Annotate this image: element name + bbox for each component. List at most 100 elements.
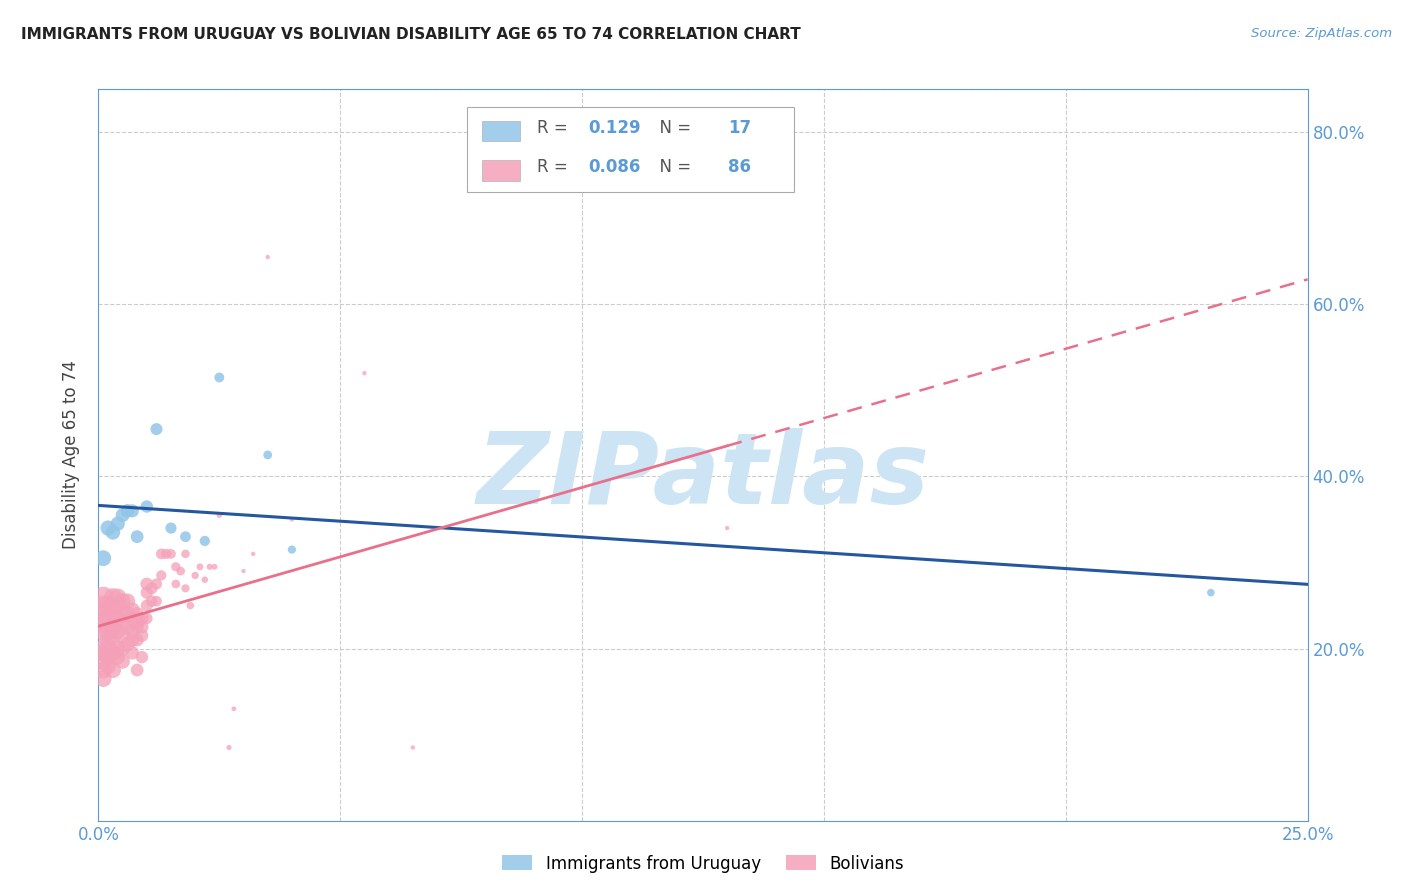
Point — [198, 559, 221, 574]
Text: R =: R = — [537, 159, 574, 177]
Point — [165, 577, 187, 591]
Point — [194, 573, 217, 587]
Point — [281, 542, 304, 557]
Point — [91, 672, 114, 686]
Point — [127, 620, 149, 634]
Text: IMMIGRANTS FROM URUGUAY VS BOLIVIAN DISABILITY AGE 65 TO 74 CORRELATION CHART: IMMIGRANTS FROM URUGUAY VS BOLIVIAN DISA… — [21, 27, 801, 42]
Point — [117, 504, 139, 518]
Point — [101, 525, 124, 540]
Point — [165, 559, 187, 574]
Point — [145, 594, 167, 608]
Point — [121, 632, 143, 647]
Point — [242, 547, 264, 561]
Point — [232, 564, 254, 578]
Point — [127, 607, 149, 621]
FancyBboxPatch shape — [467, 108, 793, 192]
Point — [117, 637, 139, 651]
Point — [111, 594, 134, 608]
Point — [179, 599, 201, 613]
Point — [111, 508, 134, 523]
Point — [135, 611, 157, 625]
Point — [97, 521, 120, 535]
Point — [218, 740, 240, 755]
Point — [97, 650, 120, 665]
Point — [127, 663, 149, 677]
Point — [107, 641, 129, 656]
Y-axis label: Disability Age 65 to 74: Disability Age 65 to 74 — [62, 360, 80, 549]
Point — [111, 655, 134, 669]
Point — [91, 607, 114, 621]
Point — [353, 366, 375, 380]
Point — [169, 564, 191, 578]
Point — [131, 650, 153, 665]
Text: 0.129: 0.129 — [588, 119, 641, 137]
Point — [91, 646, 114, 660]
FancyBboxPatch shape — [482, 120, 520, 141]
Point — [208, 508, 231, 523]
Point — [111, 607, 134, 621]
Point — [1199, 585, 1222, 599]
Point — [121, 646, 143, 660]
Point — [107, 590, 129, 604]
Point — [121, 504, 143, 518]
Point — [97, 658, 120, 673]
Point — [174, 582, 197, 596]
Point — [150, 547, 173, 561]
Point — [97, 632, 120, 647]
FancyBboxPatch shape — [482, 161, 520, 180]
Point — [121, 603, 143, 617]
Point — [101, 603, 124, 617]
Point — [184, 568, 207, 582]
Text: 17: 17 — [728, 119, 752, 137]
Point — [107, 611, 129, 625]
Point — [107, 516, 129, 531]
Point — [91, 615, 114, 630]
Point — [135, 500, 157, 514]
Point — [716, 521, 738, 535]
Text: N =: N = — [648, 119, 696, 137]
Text: 86: 86 — [728, 159, 751, 177]
Point — [117, 607, 139, 621]
Point — [91, 655, 114, 669]
Point — [121, 624, 143, 639]
Point — [155, 547, 177, 561]
Point — [145, 577, 167, 591]
Point — [160, 547, 183, 561]
Text: 0.086: 0.086 — [588, 159, 641, 177]
Point — [256, 448, 278, 462]
Point — [107, 599, 129, 613]
Point — [127, 530, 149, 544]
Point — [174, 530, 197, 544]
Point — [402, 740, 425, 755]
Point — [107, 650, 129, 665]
Point — [97, 641, 120, 656]
Point — [256, 250, 278, 264]
Point — [111, 641, 134, 656]
Point — [208, 370, 231, 384]
Text: R =: R = — [537, 119, 574, 137]
Point — [101, 620, 124, 634]
Point — [117, 620, 139, 634]
Point — [188, 559, 211, 574]
Point — [127, 632, 149, 647]
Point — [97, 611, 120, 625]
Point — [160, 521, 183, 535]
Point — [111, 615, 134, 630]
Point — [111, 629, 134, 643]
Point — [145, 422, 167, 436]
Point — [91, 590, 114, 604]
Point — [127, 615, 149, 630]
Point — [141, 582, 163, 596]
Point — [131, 620, 153, 634]
Point — [107, 624, 129, 639]
Point — [101, 629, 124, 643]
Point — [101, 646, 124, 660]
Point — [135, 599, 157, 613]
Point — [135, 585, 157, 599]
Point — [97, 599, 120, 613]
Text: Source: ZipAtlas.com: Source: ZipAtlas.com — [1251, 27, 1392, 40]
Point — [204, 559, 226, 574]
Text: ZIPatlas: ZIPatlas — [477, 428, 929, 525]
Point — [91, 551, 114, 566]
Point — [97, 624, 120, 639]
